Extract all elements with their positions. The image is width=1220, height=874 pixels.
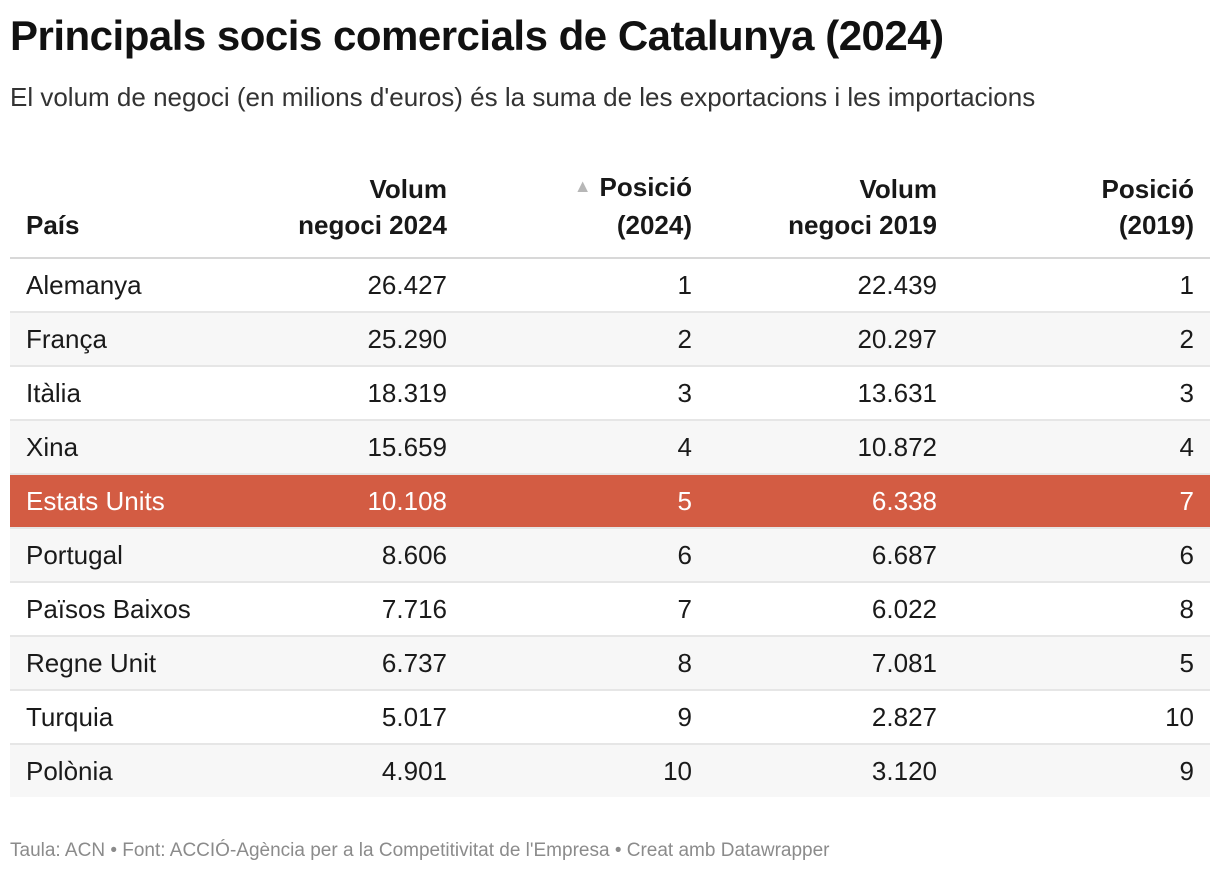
chart-footer: Taula: ACN • Font: ACCIÓ-Agència per a l… bbox=[10, 840, 830, 861]
value-cell: 9 bbox=[953, 744, 1210, 798]
value-cell: 26.427 bbox=[280, 258, 463, 314]
value-cell: 10.872 bbox=[708, 420, 953, 476]
value-cell: 7 bbox=[463, 582, 708, 638]
value-cell: 5 bbox=[953, 636, 1210, 692]
table-header: País Volum negoci 2024 ▲ Posició (2024) Volum n… bbox=[10, 165, 1210, 260]
value-cell: 1 bbox=[953, 258, 1210, 314]
value-cell: 8.606 bbox=[280, 528, 463, 584]
column-header-0[interactable]: País bbox=[10, 165, 280, 260]
value-cell: 10 bbox=[463, 744, 708, 798]
sort-ascending-icon: ▲ bbox=[573, 176, 592, 197]
header-row: País Volum negoci 2024 ▲ Posició (2024) Volum n… bbox=[10, 165, 1210, 260]
value-cell: 6.687 bbox=[708, 528, 953, 584]
value-cell: 5 bbox=[463, 474, 708, 530]
column-header-2[interactable]: ▲ Posició (2024) bbox=[463, 165, 708, 260]
value-cell: 4 bbox=[463, 420, 708, 476]
value-cell: 8 bbox=[463, 636, 708, 692]
country-cell: França bbox=[10, 312, 280, 368]
column-header-line2: (2024) bbox=[616, 210, 692, 241]
value-cell: 2.827 bbox=[708, 690, 953, 746]
table-row: Països Baixos 7.716 7 6.022 8 bbox=[10, 582, 1210, 638]
table-body: Alemanya 26.427 1 22.439 1 França 25.290 2 20.29… bbox=[10, 258, 1210, 798]
value-cell: 15.659 bbox=[280, 420, 463, 476]
data-table: País Volum negoci 2024 ▲ Posició (2024) Volum n… bbox=[10, 165, 1210, 798]
country-cell: Portugal bbox=[10, 528, 280, 584]
value-cell: 3 bbox=[463, 366, 708, 422]
column-header-1[interactable]: Volum negoci 2024 bbox=[280, 165, 463, 260]
column-header-line2: País bbox=[26, 210, 80, 241]
country-cell: Alemanya bbox=[10, 258, 280, 314]
value-cell: 5.017 bbox=[280, 690, 463, 746]
table-row: França 25.290 2 20.297 2 bbox=[10, 312, 1210, 368]
value-cell: 25.290 bbox=[280, 312, 463, 368]
table-row: Itàlia 18.319 3 13.631 3 bbox=[10, 366, 1210, 422]
table-row: Regne Unit 6.737 8 7.081 5 bbox=[10, 636, 1210, 692]
country-cell: Regne Unit bbox=[10, 636, 280, 692]
column-header-line2: negoci 2019 bbox=[788, 210, 937, 241]
value-cell: 2 bbox=[463, 312, 708, 368]
value-cell: 1 bbox=[463, 258, 708, 314]
value-cell: 6.737 bbox=[280, 636, 463, 692]
value-cell: 4 bbox=[953, 420, 1210, 476]
value-cell: 18.319 bbox=[280, 366, 463, 422]
value-cell: 3 bbox=[953, 366, 1210, 422]
country-cell: Itàlia bbox=[10, 366, 280, 422]
country-cell: Estats Units bbox=[10, 474, 280, 530]
value-cell: 8 bbox=[953, 582, 1210, 638]
value-cell: 3.120 bbox=[708, 744, 953, 798]
value-cell: 2 bbox=[953, 312, 1210, 368]
table-row: Portugal 8.606 6 6.687 6 bbox=[10, 528, 1210, 584]
column-header-line1: ▲ Posició bbox=[573, 172, 692, 202]
country-cell: Xina bbox=[10, 420, 280, 476]
table-row: Turquia 5.017 9 2.827 10 bbox=[10, 690, 1210, 746]
column-header-line1: Posició bbox=[1101, 174, 1194, 205]
table-row-highlighted: Estats Units 10.108 5 6.338 7 bbox=[10, 474, 1210, 530]
country-cell: Països Baixos bbox=[10, 582, 280, 638]
column-header-line2: (2019) bbox=[1118, 210, 1194, 241]
chart-title: Principals socis comercials de Catalunya… bbox=[10, 12, 944, 59]
value-cell: 6 bbox=[463, 528, 708, 584]
value-cell: 6.022 bbox=[708, 582, 953, 638]
country-cell: Turquia bbox=[10, 690, 280, 746]
value-cell: 6 bbox=[953, 528, 1210, 584]
column-header-3[interactable]: Volum negoci 2019 bbox=[708, 165, 953, 260]
country-cell: Polònia bbox=[10, 744, 280, 798]
column-header-line1: Volum bbox=[859, 174, 937, 205]
value-cell: 9 bbox=[463, 690, 708, 746]
value-cell: 10 bbox=[953, 690, 1210, 746]
chart-subtitle: El volum de negoci (en milions d'euros) … bbox=[10, 82, 1036, 112]
column-header-line1: Volum bbox=[369, 174, 447, 205]
value-cell: 6.338 bbox=[708, 474, 953, 530]
column-header-line2: negoci 2024 bbox=[298, 210, 447, 241]
table-row: Alemanya 26.427 1 22.439 1 bbox=[10, 258, 1210, 314]
value-cell: 4.901 bbox=[280, 744, 463, 798]
value-cell: 7.081 bbox=[708, 636, 953, 692]
column-header-4[interactable]: Posició (2019) bbox=[953, 165, 1210, 260]
value-cell: 13.631 bbox=[708, 366, 953, 422]
value-cell: 10.108 bbox=[280, 474, 463, 530]
value-cell: 7 bbox=[953, 474, 1210, 530]
table-row: Xina 15.659 4 10.872 4 bbox=[10, 420, 1210, 476]
table-row: Polònia 4.901 10 3.120 9 bbox=[10, 744, 1210, 798]
value-cell: 20.297 bbox=[708, 312, 953, 368]
value-cell: 22.439 bbox=[708, 258, 953, 314]
value-cell: 7.716 bbox=[280, 582, 463, 638]
